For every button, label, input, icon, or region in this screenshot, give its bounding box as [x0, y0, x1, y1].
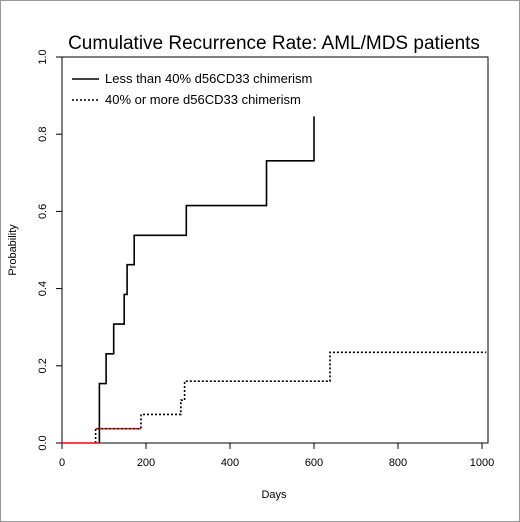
legend: Less than 40% d56CD33 chimerism 40% or m…	[72, 71, 312, 107]
x-tick-label: 1000	[470, 457, 494, 469]
series-line-0	[98, 116, 315, 443]
legend-label-less-than-40: Less than 40% d56CD33 chimerism	[105, 71, 312, 86]
x-tick-label: 200	[137, 457, 155, 469]
y-tick-label: 0.6	[37, 204, 49, 219]
legend-label-40-or-more: 40% or more d56CD33 chimerism	[105, 92, 301, 107]
series-layer	[62, 116, 487, 444]
x-tick-label: 400	[221, 457, 239, 469]
x-tick-label: 800	[389, 457, 407, 469]
y-tick-label: 1.0	[37, 49, 49, 64]
y-tick-label: 0.0	[37, 435, 49, 450]
y-tick-label: 0.2	[37, 358, 49, 373]
x-axis: 0 200 400 600 800 1000	[59, 443, 494, 469]
x-tick-label: 600	[305, 457, 323, 469]
y-axis-label: Probability	[7, 224, 19, 276]
y-tick-label: 0.4	[37, 281, 49, 296]
series-line-1	[94, 351, 487, 443]
x-axis-label: Days	[261, 489, 287, 501]
plot-box	[61, 56, 489, 444]
y-tick-label: 0.8	[37, 127, 49, 142]
chart-title: Cumulative Recurrence Rate: AML/MDS pati…	[68, 33, 480, 54]
x-tick-label: 0	[59, 457, 65, 469]
y-axis: 0.0 0.2 0.4 0.6 0.8 1.0	[37, 49, 62, 451]
